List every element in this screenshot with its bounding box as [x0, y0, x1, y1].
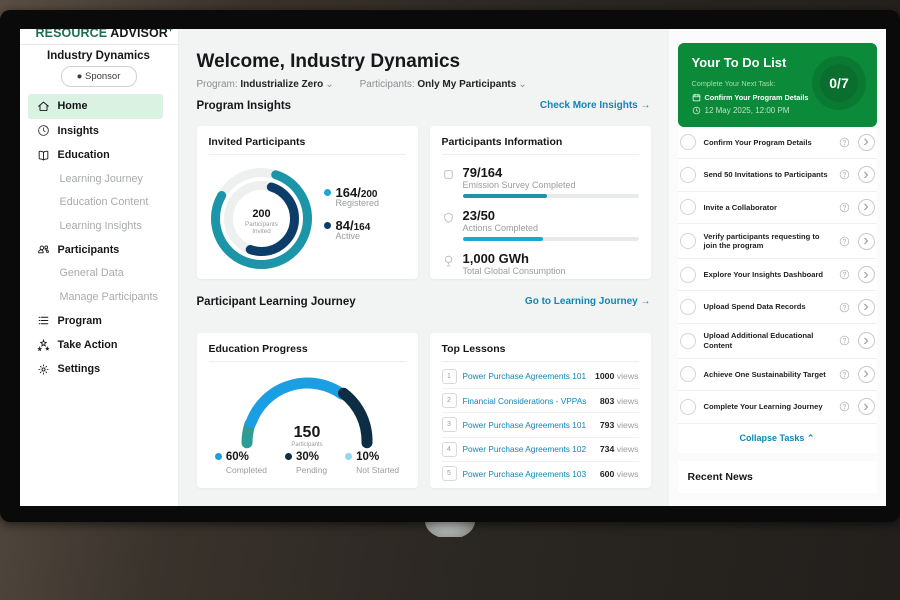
svg-text:0/7: 0/7: [829, 75, 849, 91]
svg-text:Invited: Invited: [252, 228, 271, 235]
svg-text:Participants: Participants: [245, 221, 278, 228]
svg-text:150: 150: [294, 423, 321, 440]
svg-text:200: 200: [252, 208, 270, 220]
